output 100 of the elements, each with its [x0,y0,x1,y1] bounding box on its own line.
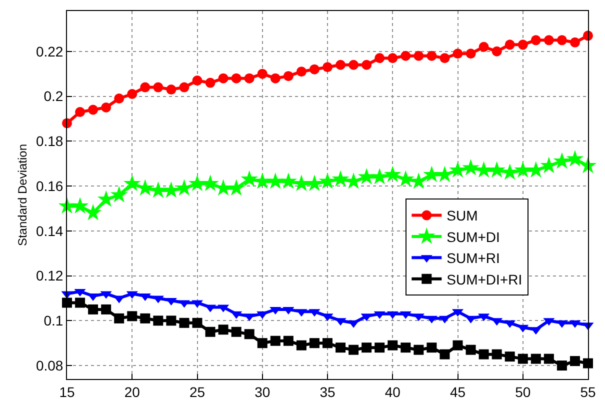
y-axis-title: Standard Deviation [15,144,30,246]
point [440,53,450,64]
x-tick-label: 30 [254,384,270,400]
y-tick-label: 0.08 [36,357,64,374]
point [114,313,124,324]
legend-label: SUM+DI+RI [446,271,522,288]
point [110,186,128,202]
point [358,168,376,184]
point [84,204,102,220]
point [478,42,489,52]
legend-label: SUM [446,208,478,224]
point [231,73,242,84]
point [192,318,202,328]
point [244,73,254,84]
point [478,349,489,360]
point [440,349,450,360]
point [179,82,190,92]
point [254,172,272,189]
x-tick-label: 35 [320,384,336,400]
point [75,298,86,308]
point [153,82,164,92]
point [71,197,89,214]
point [466,48,476,59]
point [114,94,124,104]
point [336,342,346,353]
point [556,35,567,46]
point [374,53,385,64]
point [553,152,571,169]
point [492,46,502,56]
point [492,349,502,360]
point [410,172,428,189]
point [426,50,437,61]
legend-label: SUM+RI [446,250,500,266]
point [192,76,202,86]
point [475,161,492,178]
point [452,340,463,350]
point [179,318,190,328]
point [466,344,476,355]
x-tick-label: 15 [59,384,75,400]
point [166,316,176,326]
point [322,338,332,348]
point [218,324,228,335]
point [283,336,294,346]
point [150,181,167,198]
x-tick-label: 25 [189,384,206,400]
point [583,358,593,368]
point [556,360,567,371]
point [544,354,554,364]
point [544,35,554,46]
point [140,82,150,92]
point [318,172,336,189]
y-tick-label: 0.16 [36,178,64,194]
point [101,102,112,112]
point [309,64,320,74]
point [257,68,268,79]
point [504,352,515,362]
y-tick-label: 0.22 [36,43,64,60]
point [449,161,466,178]
point [296,66,306,77]
point [240,170,258,187]
point [400,50,411,61]
legend-label: SUM+DI [446,228,500,245]
point [270,336,280,346]
point [140,313,150,324]
point [530,35,541,46]
point [244,329,254,340]
point [388,53,398,64]
point [309,338,320,348]
y-tick-label: 0.12 [36,268,64,284]
point [205,326,216,337]
point [127,89,138,100]
point [348,60,359,70]
point [218,73,228,84]
point [296,340,306,350]
point [452,48,463,59]
x-tick-label: 40 [384,384,401,400]
point [362,342,372,353]
point [518,40,528,50]
point [414,50,424,61]
point [257,338,268,348]
point [123,174,141,192]
point [88,104,98,115]
y-tick-label: 0.2 [44,88,64,104]
point [62,298,72,308]
point [570,37,580,48]
x-tick-label: 20 [124,384,140,400]
point [426,342,437,353]
y-tick-label: 0.1 [44,312,64,329]
point [348,344,359,355]
point [400,342,411,353]
point [205,78,216,88]
point [504,40,515,50]
point [388,340,398,350]
point [75,106,86,117]
point [322,62,332,72]
point [166,84,176,95]
point [153,316,164,326]
x-tick-label: 45 [450,384,466,400]
point [283,71,294,82]
x-tick-label: 55 [580,384,596,400]
